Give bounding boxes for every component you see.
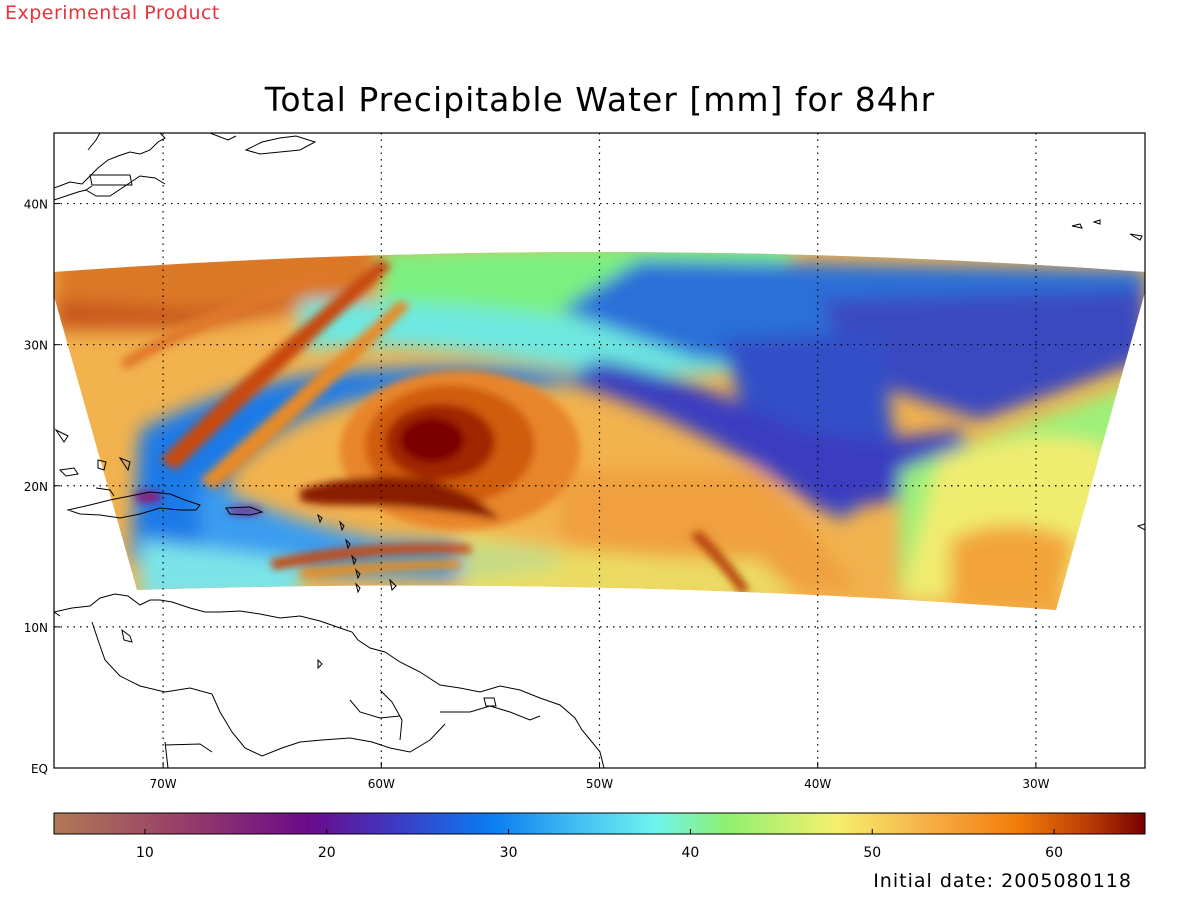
- latitude-labels: EQ 10N 20N 30N 40N: [24, 198, 60, 776]
- longitude-tick-label: 40W: [804, 777, 831, 791]
- coastlines: [54, 133, 1145, 768]
- colorbar-tick-label: 50: [863, 845, 881, 861]
- initial-date: Initial date: 2005080118: [873, 870, 1132, 892]
- colorbar-tick-label: 40: [682, 845, 700, 861]
- latitude-tick-label: EQ: [31, 762, 48, 776]
- colorbar-tick-label: 20: [318, 845, 336, 861]
- latitude-tick-label: 40N: [24, 198, 48, 212]
- longitude-tick-label: 60W: [368, 777, 395, 791]
- experimental-product-watermark: Experimental Product: [5, 2, 220, 24]
- colorbar-tick-label: 60: [1045, 845, 1063, 861]
- precipitable-water-field: [54, 252, 1145, 610]
- colorbar-tick-label: 30: [500, 845, 518, 861]
- latitude-tick-label: 10N: [24, 621, 48, 635]
- longitude-tick-label: 70W: [150, 777, 177, 791]
- colorbar: 10 20 30 40 50 60: [53, 812, 1146, 861]
- latitude-tick-label: 20N: [24, 480, 48, 494]
- colorbar-labels: 10 20 30 40 50 60: [136, 829, 1063, 861]
- colorbar-tick-label: 10: [136, 845, 154, 861]
- map-title: Total Precipitable Water [mm] for 84hr: [264, 80, 936, 119]
- colorbar-gradient: [53, 812, 1146, 835]
- longitude-tick-label: 50W: [586, 777, 613, 791]
- longitude-tick-label: 30W: [1022, 777, 1049, 791]
- longitude-labels: 70W 60W 50W 40W 30W: [150, 762, 1050, 791]
- latitude-tick-label: 30N: [24, 339, 48, 353]
